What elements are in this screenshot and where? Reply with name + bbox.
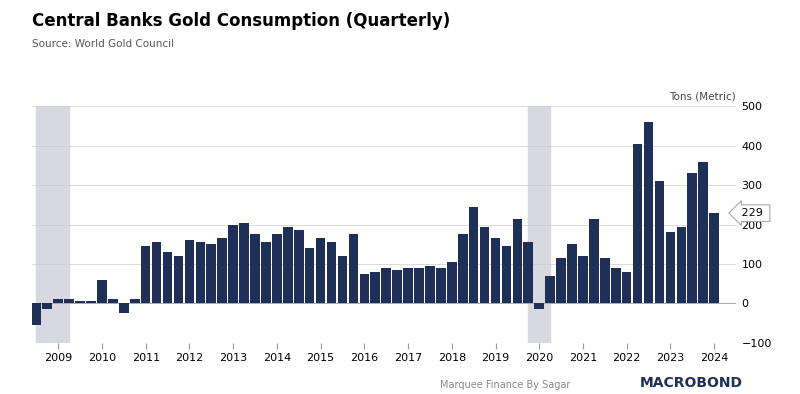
Text: Central Banks Gold Consumption (Quarterly): Central Banks Gold Consumption (Quarterl…	[32, 12, 450, 30]
Bar	[261, 242, 270, 303]
Bar	[206, 244, 216, 303]
Bar	[382, 268, 391, 303]
Bar	[546, 276, 555, 303]
Bar	[250, 234, 260, 303]
Bar	[141, 246, 150, 303]
Bar	[589, 219, 598, 303]
Bar	[86, 301, 96, 303]
Bar	[698, 162, 708, 303]
Bar	[218, 238, 227, 303]
Bar	[31, 303, 41, 325]
Bar	[600, 258, 610, 303]
Bar	[644, 122, 654, 303]
Bar	[283, 227, 293, 303]
Bar	[370, 272, 380, 303]
Bar	[458, 234, 467, 303]
Bar	[490, 238, 500, 303]
Bar	[174, 256, 183, 303]
Bar	[392, 270, 402, 303]
Bar	[447, 262, 457, 303]
Bar	[316, 238, 326, 303]
Bar	[556, 258, 566, 303]
Text: Tons (Metric): Tons (Metric)	[670, 92, 736, 102]
Bar	[42, 303, 52, 309]
Bar	[305, 248, 314, 303]
Bar	[326, 242, 336, 303]
Bar	[294, 230, 303, 303]
Bar	[436, 268, 446, 303]
Bar	[611, 268, 621, 303]
Bar	[687, 173, 697, 303]
Bar	[513, 219, 522, 303]
Bar	[239, 223, 249, 303]
Bar	[195, 242, 205, 303]
Bar	[534, 303, 544, 309]
Text: Source: World Gold Council: Source: World Gold Council	[32, 39, 174, 49]
Bar	[622, 272, 631, 303]
Text: 229: 229	[738, 208, 766, 218]
Bar	[654, 181, 664, 303]
Bar	[523, 242, 533, 303]
Bar	[152, 242, 162, 303]
Bar	[119, 303, 129, 313]
Bar	[75, 301, 85, 303]
Bar	[162, 252, 172, 303]
Text: Marquee Finance By Sagar: Marquee Finance By Sagar	[440, 380, 570, 390]
Bar	[578, 256, 588, 303]
Bar	[425, 266, 434, 303]
Bar	[185, 240, 194, 303]
Bar	[54, 299, 63, 303]
Bar	[349, 234, 358, 303]
Bar	[480, 227, 490, 303]
Bar	[403, 268, 413, 303]
Bar	[130, 299, 139, 303]
Bar	[677, 227, 686, 303]
Text: MACROBOND: MACROBOND	[640, 376, 743, 390]
Bar	[502, 246, 511, 303]
Bar	[633, 144, 642, 303]
Bar	[359, 274, 369, 303]
Bar	[666, 232, 675, 303]
Bar	[414, 268, 424, 303]
Bar	[97, 280, 106, 303]
Bar	[108, 299, 118, 303]
Bar	[228, 225, 238, 303]
Bar	[469, 207, 478, 303]
Bar	[338, 256, 347, 303]
Bar	[710, 213, 719, 303]
Bar	[272, 234, 282, 303]
Bar	[528, 106, 550, 343]
Bar	[64, 299, 74, 303]
Bar	[567, 244, 577, 303]
Bar	[36, 106, 69, 343]
